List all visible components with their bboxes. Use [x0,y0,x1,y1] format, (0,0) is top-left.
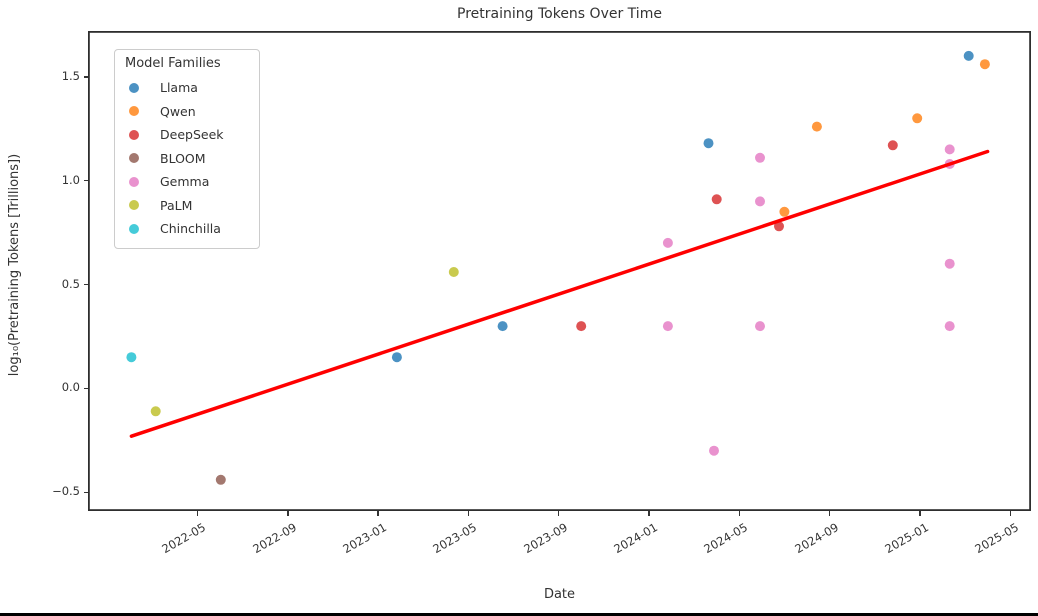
y-tick-label: 0.5 [61,276,80,291]
data-point-gemma [755,152,765,163]
x-tick-mark [648,511,650,516]
window-bottom-border [0,613,1038,616]
data-point-llama [497,321,508,332]
x-axis-label: Date [543,587,576,602]
data-point-gemma [944,144,955,155]
data-point-qwen [912,113,923,124]
y-tick-mark [83,76,88,78]
data-point-qwen [811,121,822,132]
legend-dot-icon [129,153,139,164]
x-tick-mark [1009,511,1011,516]
legend-item-label: Gemma [160,174,210,190]
legend-item-gemma: Gemma [123,170,251,194]
data-point-qwen [979,59,990,70]
x-tick-mark [558,511,560,516]
y-tick-mark [83,491,88,494]
y-tick-mark [83,283,88,286]
data-point-qwen [779,206,790,217]
legend-item-deepseek: DeepSeek [123,123,251,147]
chart-title: Pretraining Tokens Over Time [457,6,662,22]
data-point-gemma [944,321,955,332]
y-tick-label: 0.0 [61,380,80,395]
data-point-llama [391,352,402,363]
data-point-deepseek [711,194,722,205]
data-point-gemma [662,237,673,248]
data-point-llama [703,138,714,149]
legend-dot-icon [129,223,139,234]
y-tick-label: −0.5 [52,484,80,499]
y-tick-mark [83,387,88,390]
data-point-gemma [755,196,765,207]
data-point-llama [963,50,974,61]
data-point-gemma [709,445,719,456]
legend-item-label: DeepSeek [160,127,224,143]
legend-dot-icon [129,129,139,140]
data-point-deepseek [774,221,784,232]
legend-item-llama: Llama [123,76,251,100]
legend: Model Families Llama Qwen DeepSeek BLOOM Gem… [114,49,260,249]
legend-item-label: Qwen [160,103,196,119]
legend-items: Llama Qwen DeepSeek BLOOM Gemma PaLM Chinchill… [123,76,251,241]
legend-item-label: Llama [160,80,198,96]
legend-item-label: PaLM [160,197,193,213]
y-tick-label: 1.0 [61,172,80,187]
plot-area [88,31,1031,511]
data-point-gemma [755,321,765,332]
x-tick-mark [829,511,831,516]
legend-item-label: Chinchilla [160,221,221,237]
x-tick-mark [287,511,289,516]
legend-dot-icon [129,106,139,117]
legend-dot-icon [129,200,139,211]
x-tick-mark [196,511,198,516]
x-tick-mark [377,511,379,516]
y-tick-mark [83,180,88,182]
y-tick-label: 1.5 [61,68,80,83]
data-point-deepseek [887,140,898,151]
data-point-deepseek [576,321,587,332]
legend-item-qwen: Qwen [123,100,251,124]
x-tick-mark [919,511,921,516]
data-point-palm [448,267,459,277]
legend-item-chinchilla: Chinchilla [123,217,251,241]
legend-item-label: BLOOM [160,150,206,166]
x-tick-mark [467,511,469,516]
x-tick-mark [738,511,740,516]
legend-title: Model Families [125,56,221,71]
data-point-chinchilla [126,352,137,363]
legend-dot-icon [129,82,139,93]
data-point-bloom [215,474,226,485]
data-point-palm [150,406,161,417]
data-point-gemma [944,258,955,269]
legend-item-palm: PaLM [123,194,251,218]
data-point-gemma [662,321,673,332]
trend-line [129,149,990,438]
legend-item-bloom: BLOOM [123,147,251,171]
y-axis-label: log₁₀(Pretraining Tokens [Trillions]) [7,153,22,377]
legend-dot-icon [129,176,139,187]
plot-frame [88,31,1031,511]
